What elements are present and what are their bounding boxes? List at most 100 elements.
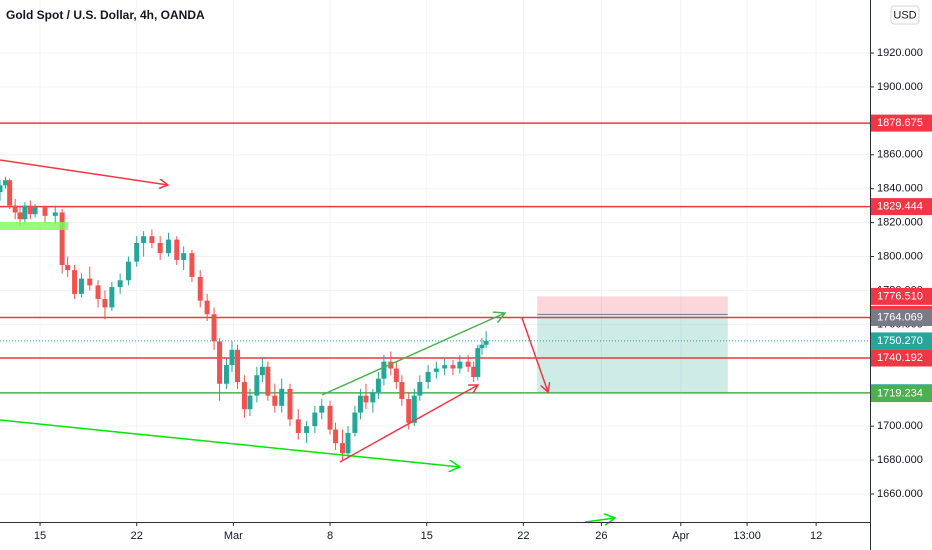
candle-body xyxy=(475,348,481,377)
candle-body xyxy=(304,426,310,433)
candle-body xyxy=(363,395,369,403)
x-tick-label: 26 xyxy=(595,530,607,542)
currency-button[interactable] xyxy=(890,5,920,25)
candle-body xyxy=(42,207,48,216)
candle-body xyxy=(388,361,394,369)
candle-body xyxy=(32,207,38,215)
x-tick-label: 22 xyxy=(131,530,143,542)
x-tick-label: Apr xyxy=(672,530,689,542)
candle-body xyxy=(174,239,180,260)
x-tick-label: 22 xyxy=(517,530,529,542)
trend-line xyxy=(0,419,460,467)
candle-body xyxy=(211,314,217,342)
price-label-box xyxy=(871,114,932,132)
price-label-box xyxy=(871,349,932,367)
candle-body xyxy=(241,382,247,410)
highlight-zone xyxy=(0,222,68,230)
chart-title: Gold Spot / U.S. Dollar, 4h, OANDA xyxy=(6,8,205,22)
candle-body xyxy=(312,412,318,427)
candle-body xyxy=(399,382,405,400)
candle-body xyxy=(425,371,431,383)
stop-zone xyxy=(537,296,728,315)
candle-body xyxy=(433,368,439,372)
candle-body xyxy=(229,349,235,366)
price-label: 1829.444 xyxy=(877,201,923,213)
candle-body xyxy=(12,205,18,213)
price-label-box xyxy=(871,287,932,305)
axes: 1660.0001680.0001700.0001720.0001740.000… xyxy=(34,47,932,542)
candle-body xyxy=(450,365,456,369)
candle-body xyxy=(95,285,101,299)
x-tick-label: 15 xyxy=(34,530,46,542)
candle-body xyxy=(22,205,28,220)
candle-body xyxy=(27,205,33,215)
candle-body xyxy=(78,278,84,294)
candle-body xyxy=(411,395,417,423)
candle-body xyxy=(375,378,381,393)
candle-body xyxy=(259,366,265,376)
candle-body xyxy=(319,405,325,413)
drawings xyxy=(0,159,615,522)
candle-body xyxy=(295,419,301,433)
price-label: 1740.192 xyxy=(877,352,923,364)
x-tick-label: 15 xyxy=(421,530,433,542)
candle-body xyxy=(352,412,358,433)
levels xyxy=(0,122,870,394)
y-tick-label: 1900.000 xyxy=(877,81,923,93)
candle-body xyxy=(17,212,23,220)
candle-body xyxy=(117,280,123,288)
candles xyxy=(0,176,489,461)
candle-body xyxy=(333,429,339,444)
candle-body xyxy=(357,395,363,413)
candle-body xyxy=(125,261,131,281)
candle-body xyxy=(3,180,9,186)
candle-body xyxy=(0,185,3,193)
candle-body xyxy=(339,443,345,454)
candle-body xyxy=(247,395,253,410)
y-tick-label: 1860.000 xyxy=(877,149,923,161)
y-tick-label: 1680.000 xyxy=(877,454,923,466)
y-tick-label: 1660.000 xyxy=(877,488,923,500)
candle-body xyxy=(72,270,78,294)
y-tick-label: 1800.000 xyxy=(877,250,923,262)
candle-body xyxy=(479,344,485,349)
x-tick-label: 8 xyxy=(327,530,333,542)
position-tool xyxy=(537,296,728,394)
currency-label[interactable]: USD xyxy=(893,9,916,21)
candle-body xyxy=(217,341,223,384)
candle-body xyxy=(52,212,58,216)
candle-body xyxy=(149,236,155,243)
candle-body xyxy=(457,361,463,369)
candle-body xyxy=(87,278,93,286)
price-label-box xyxy=(871,308,932,326)
candle-body xyxy=(204,300,210,315)
candle-body xyxy=(7,180,13,206)
price-label-box xyxy=(871,332,932,350)
y-tick-label: 1840.000 xyxy=(877,183,923,195)
candle-body xyxy=(287,388,293,420)
candle-body xyxy=(327,405,333,430)
candle-body xyxy=(381,361,387,379)
candle-body xyxy=(223,365,229,384)
y-tick-label: 1920.000 xyxy=(877,47,923,59)
x-tick-label: 13:00 xyxy=(733,530,761,542)
candle-body xyxy=(370,392,376,403)
candle-body xyxy=(393,368,399,383)
x-tick-label: 12 xyxy=(810,530,822,542)
candle-body xyxy=(442,365,448,369)
price-label: 1776.510 xyxy=(877,290,923,302)
trend-line xyxy=(0,159,168,185)
candle-body xyxy=(406,399,412,423)
candle-body xyxy=(272,395,278,406)
y-tick-label: 1820.000 xyxy=(877,217,923,229)
price-label: 1878.675 xyxy=(877,117,923,129)
price-label: 1719.234 xyxy=(877,387,923,399)
candle-body xyxy=(417,382,423,396)
grid xyxy=(0,0,870,522)
candle-body xyxy=(471,366,477,377)
y-tick-label: 1700.000 xyxy=(877,420,923,432)
candle-body xyxy=(235,349,241,383)
